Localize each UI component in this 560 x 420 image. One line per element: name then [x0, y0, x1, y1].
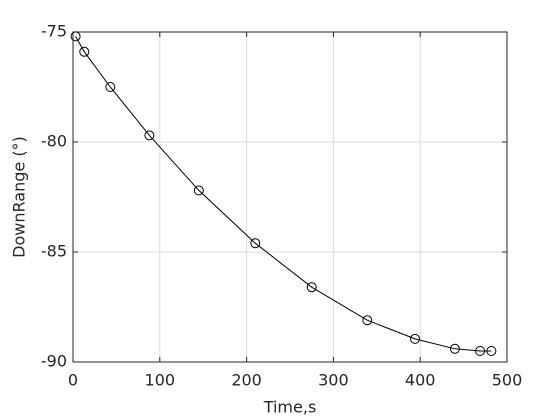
data-point: [449, 343, 460, 354]
y-tick-label: -90: [41, 352, 67, 371]
series-line: [75, 36, 492, 352]
x-tick-label: 400: [405, 371, 436, 390]
data-point: [193, 185, 204, 196]
y-axis-label: DownRange (°): [10, 136, 29, 258]
x-tick-label: 300: [318, 371, 349, 390]
data-point: [70, 31, 81, 42]
y-tick-label: -85: [41, 242, 67, 261]
x-tick-label: 500: [492, 371, 523, 390]
data-point: [105, 82, 116, 92]
data-point: [475, 346, 486, 356]
data-point: [409, 333, 420, 344]
data-point: [250, 238, 261, 249]
data-point: [79, 46, 90, 57]
y-tick-label: -75: [41, 22, 67, 41]
y-tick-label: -80: [41, 132, 67, 151]
data-point: [306, 282, 317, 293]
x-tick-label: 0: [68, 371, 78, 390]
x-axis-label: Time,s: [263, 398, 317, 417]
plot-frame: [72, 31, 508, 363]
x-tick-label: 200: [231, 371, 262, 390]
data-point: [362, 315, 373, 326]
data-point: [144, 130, 155, 141]
x-tick-label: 100: [145, 371, 176, 390]
data-point: [486, 346, 497, 356]
